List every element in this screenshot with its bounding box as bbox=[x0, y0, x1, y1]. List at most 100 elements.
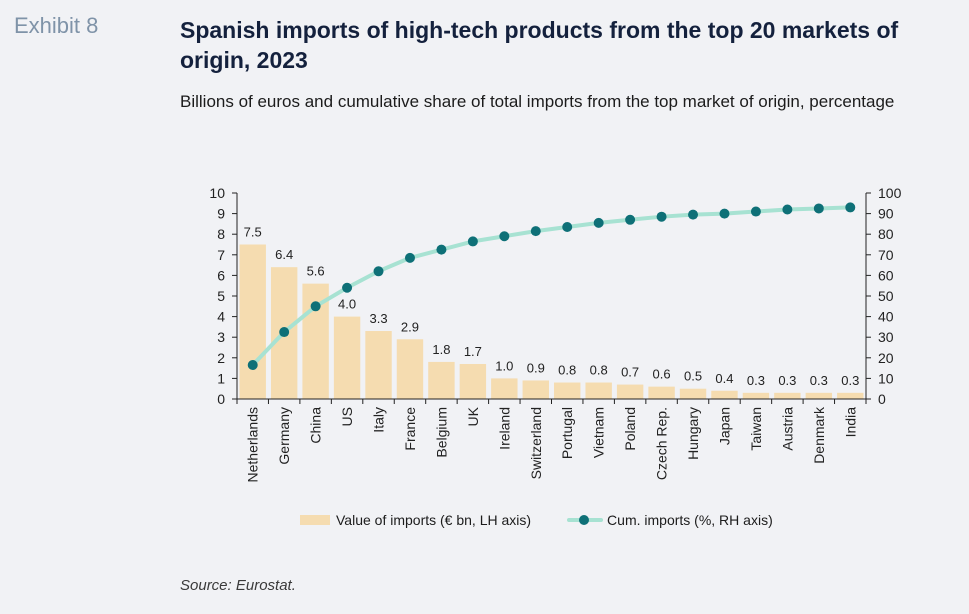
bar-value-label-5: 2.9 bbox=[401, 319, 419, 334]
legend-item-line: Cum. imports (%, RH axis) bbox=[567, 512, 773, 528]
bar-value-label-6: 1.8 bbox=[432, 342, 450, 357]
left-tick-label-4: 4 bbox=[217, 309, 225, 325]
right-tick-label-9: 90 bbox=[878, 206, 894, 222]
cumulative-point-1 bbox=[279, 327, 290, 338]
source-note: Source: Eurostat. bbox=[180, 577, 296, 594]
x-tick-label-9: Switzerland bbox=[528, 407, 544, 479]
bar-15 bbox=[711, 390, 738, 399]
x-tick-label-16: Taiwan bbox=[748, 407, 764, 451]
left-tick-label-2: 2 bbox=[217, 350, 225, 366]
legend-line-swatch bbox=[567, 513, 604, 527]
bar-17 bbox=[774, 392, 801, 399]
x-tick-label-7: UK bbox=[465, 406, 481, 426]
cumulative-point-8 bbox=[499, 231, 510, 242]
bar-value-label-8: 1.0 bbox=[495, 358, 513, 373]
right-tick-label-3: 30 bbox=[878, 329, 894, 345]
exhibit-label: Exhibit 8 bbox=[14, 13, 99, 38]
bar-3 bbox=[333, 316, 361, 399]
bar-9 bbox=[522, 380, 549, 399]
bar-value-label-19: 0.3 bbox=[841, 373, 859, 388]
x-tick-label-4: Italy bbox=[371, 407, 387, 433]
bar-value-label-13: 0.6 bbox=[653, 367, 671, 382]
x-tick-label-6: Belgium bbox=[433, 407, 449, 458]
cumulative-point-3 bbox=[342, 282, 353, 293]
bar-value-label-9: 0.9 bbox=[527, 360, 545, 375]
left-tick-label-5: 5 bbox=[217, 288, 225, 304]
left-tick-label-10: 10 bbox=[209, 185, 225, 201]
x-tick-label-11: Vietnam bbox=[591, 407, 607, 458]
bar-value-label-7: 1.7 bbox=[464, 344, 482, 359]
right-tick-label-7: 70 bbox=[878, 247, 894, 263]
x-tick-label-18: Denmark bbox=[811, 406, 827, 464]
right-tick-label-2: 20 bbox=[878, 350, 894, 366]
cumulative-point-16 bbox=[750, 206, 761, 217]
cumulative-point-6 bbox=[436, 244, 447, 255]
left-tick-label-0: 0 bbox=[217, 391, 225, 407]
cumulative-line bbox=[250, 205, 853, 368]
left-tick-label-1: 1 bbox=[217, 370, 225, 386]
bar-19 bbox=[837, 392, 864, 399]
x-tick-label-12: Poland bbox=[622, 407, 638, 451]
x-tick-label-2: China bbox=[308, 407, 324, 444]
cumulative-point-19 bbox=[845, 202, 856, 213]
cumulative-point-13 bbox=[656, 211, 667, 222]
bar-0 bbox=[239, 244, 266, 399]
bar-value-label-14: 0.5 bbox=[684, 369, 702, 384]
bar-7 bbox=[459, 363, 487, 399]
right-tick-label-8: 80 bbox=[878, 226, 894, 242]
x-tick-label-5: France bbox=[402, 407, 418, 451]
bar-value-label-10: 0.8 bbox=[558, 363, 576, 378]
right-tick-label-1: 10 bbox=[878, 370, 894, 386]
bar-8 bbox=[491, 378, 518, 399]
x-tick-label-14: Hungary bbox=[685, 407, 701, 460]
cumulative-point-12 bbox=[625, 214, 636, 225]
x-tick-label-15: Japan bbox=[716, 407, 732, 445]
bar-14 bbox=[679, 388, 707, 399]
left-tick-label-9: 9 bbox=[217, 206, 225, 222]
bar-value-label-2: 5.6 bbox=[307, 264, 325, 279]
bar-16 bbox=[742, 392, 770, 399]
bar-13 bbox=[648, 386, 675, 399]
x-tick-label-19: India bbox=[842, 407, 858, 438]
chart-area: 7.5 6.4 5.6 4.0 3.3 2.9 1.8 1.7 1.0 0.9 0.8 0.8 0.7 0… bbox=[209, 185, 901, 483]
left-tick-label-7: 7 bbox=[217, 247, 225, 263]
x-tick-label-0: Netherlands bbox=[245, 407, 261, 483]
right-tick-label-5: 50 bbox=[878, 288, 894, 304]
bar-value-label-1: 6.4 bbox=[275, 247, 293, 262]
cumulative-point-10 bbox=[562, 221, 573, 232]
x-tick-label-8: Ireland bbox=[496, 407, 512, 450]
cumulative-point-2 bbox=[310, 301, 321, 312]
left-tick-label-8: 8 bbox=[217, 226, 225, 242]
cumulative-point-11 bbox=[593, 217, 604, 228]
bar-10 bbox=[554, 382, 581, 399]
bar-18 bbox=[805, 392, 833, 399]
x-tick-label-3: US bbox=[339, 407, 355, 426]
left-tick-label-3: 3 bbox=[217, 329, 225, 345]
cumulative-point-5 bbox=[404, 252, 415, 263]
right-tick-label-0: 0 bbox=[878, 391, 886, 407]
chart-legend: Value of imports (€ bn, LH axis) Cum. im… bbox=[300, 512, 809, 528]
bar-value-label-11: 0.8 bbox=[590, 363, 608, 378]
right-tick-label-4: 40 bbox=[878, 309, 894, 325]
bar-5 bbox=[396, 339, 424, 399]
legend-line-label: Cum. imports (%, RH axis) bbox=[607, 512, 773, 528]
x-tick-label-1: Germany bbox=[276, 407, 292, 465]
cumulative-point-14 bbox=[688, 209, 699, 220]
bar-11 bbox=[585, 382, 612, 399]
cumulative-point-17 bbox=[782, 204, 793, 215]
bar-6 bbox=[428, 361, 455, 399]
cumulative-point-0 bbox=[247, 360, 258, 371]
bar-value-label-17: 0.3 bbox=[778, 373, 796, 388]
bar-value-label-15: 0.4 bbox=[715, 371, 733, 386]
cumulative-point-18 bbox=[813, 203, 824, 214]
cumulative-point-7 bbox=[467, 236, 478, 247]
legend-bar-swatch bbox=[300, 515, 330, 525]
bar-value-label-0: 7.5 bbox=[244, 225, 262, 240]
bar-4 bbox=[365, 331, 392, 399]
left-tick-label-6: 6 bbox=[217, 267, 225, 283]
x-tick-label-17: Austria bbox=[779, 407, 795, 451]
cumulative-point-4 bbox=[373, 266, 384, 277]
x-tick-label-13: Czech Rep. bbox=[654, 407, 670, 480]
chart-title: Spanish imports of high-tech products fr… bbox=[180, 17, 899, 73]
bar-value-label-18: 0.3 bbox=[810, 373, 828, 388]
